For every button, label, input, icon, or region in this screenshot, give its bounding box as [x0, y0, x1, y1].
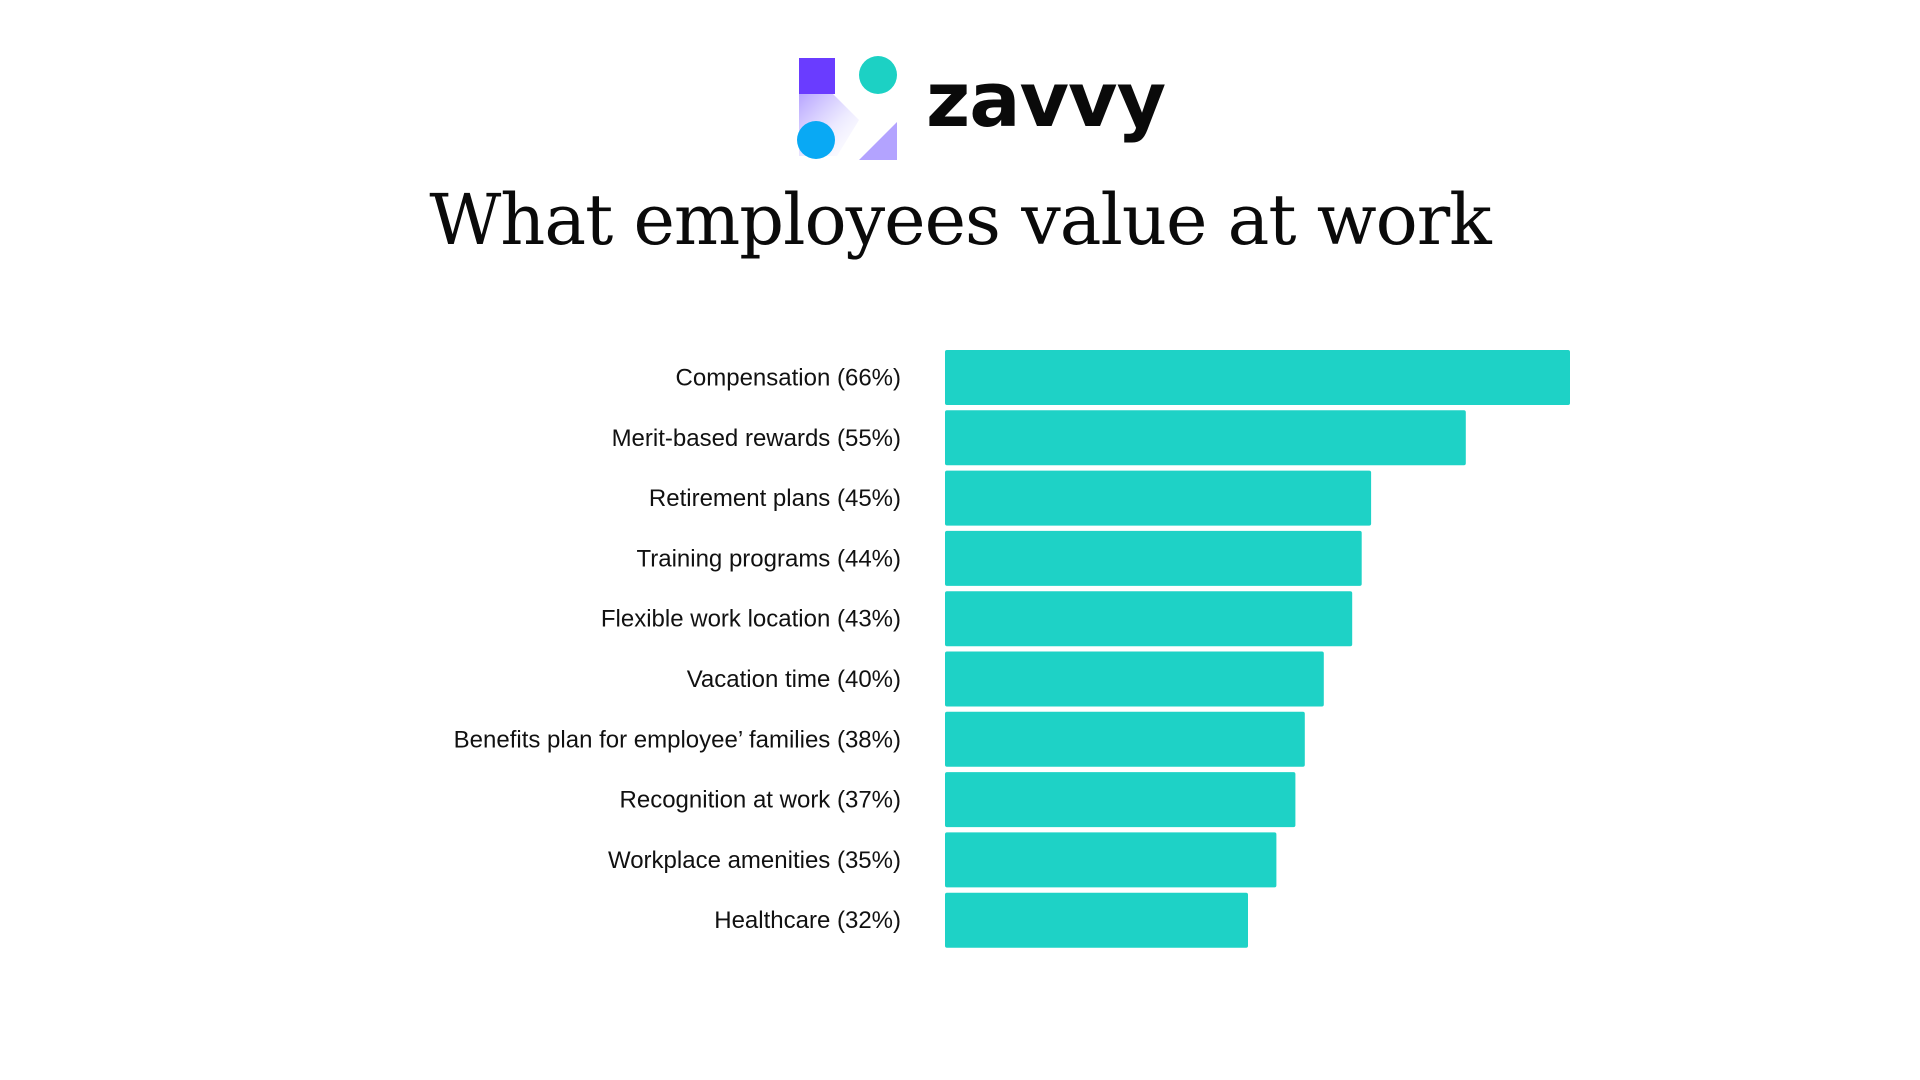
category-label-3: Training programs (44%): [636, 545, 901, 572]
bar-3: [945, 530, 1362, 586]
category-label-2: Retirement plans (45%): [649, 485, 901, 512]
bar-0: [945, 350, 1570, 405]
category-label-0: Compensation (66%): [676, 365, 901, 392]
category-label-5: Vacation time (40%): [687, 666, 901, 693]
bar-1: [945, 410, 1466, 466]
category-label-6: Benefits plan for employee’ families (38…: [454, 726, 901, 753]
bar-9: [945, 892, 1248, 948]
category-label-9: Healthcare (32%): [714, 907, 901, 934]
category-label-7: Recognition at work (37%): [620, 787, 901, 814]
bar-7: [945, 772, 1296, 828]
bar-8: [945, 832, 1277, 888]
category-label-1: Merit-based rewards (55%): [612, 425, 901, 452]
zavvy-logo-icon: [797, 56, 897, 160]
bar-2: [945, 470, 1372, 526]
bar-6: [945, 711, 1305, 767]
chart-title: What employees value at work: [429, 179, 1491, 261]
bar-5: [945, 651, 1324, 707]
category-label-4: Flexible work location (43%): [601, 606, 901, 633]
bar-4: [945, 591, 1353, 647]
brand-name: zavvy: [926, 55, 1166, 144]
category-label-8: Workplace amenities (35%): [608, 847, 901, 874]
